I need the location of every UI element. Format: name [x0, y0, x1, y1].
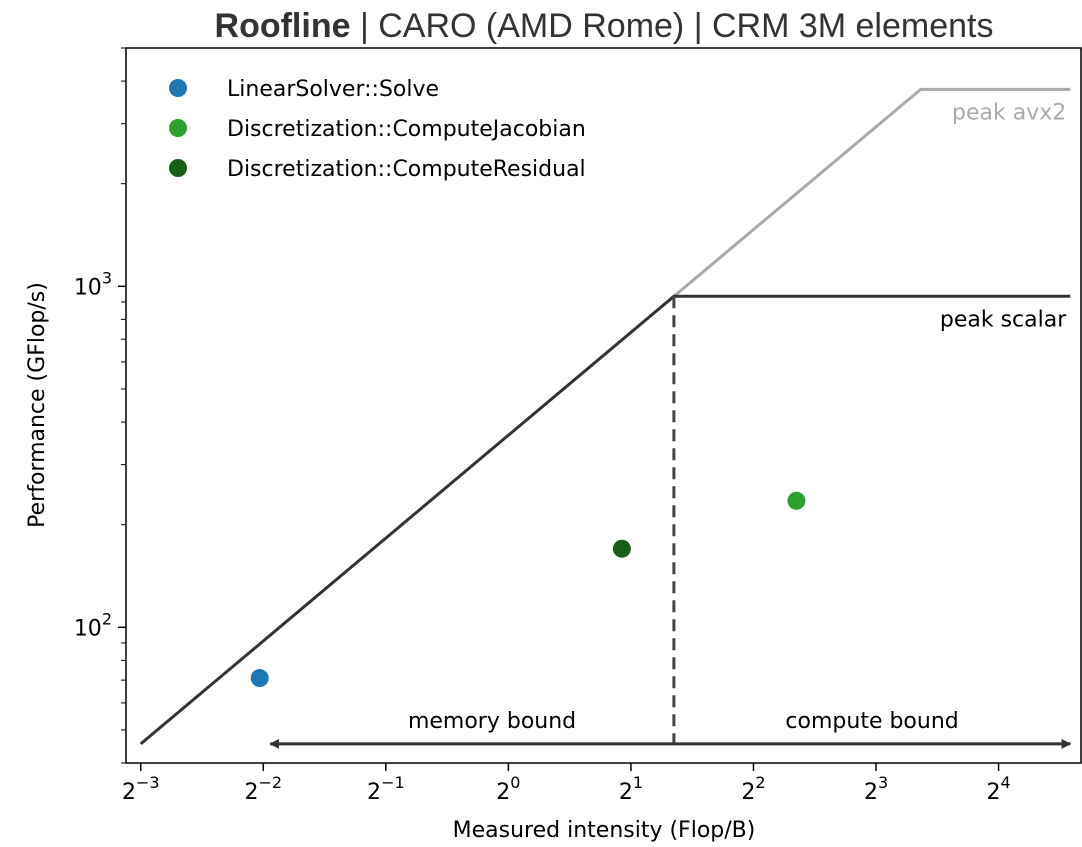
x-tick-label: 2−1: [367, 773, 405, 805]
legend-label-1: Discretization::ComputeJacobian: [227, 117, 586, 142]
x-tick-label: 23: [864, 773, 888, 805]
region-annotations: memory bound compute bound: [269, 296, 1072, 749]
legend-marker-2: [169, 159, 187, 177]
roof-line-peak-avx2: [672, 87, 1071, 298]
roof-line-peak-scalar: [139, 294, 1071, 746]
legend-marker-1: [169, 119, 187, 137]
x-tick-label: 2−3: [122, 773, 160, 805]
x-axis-label: Measured intensity (Flop/B): [453, 818, 756, 843]
chart-title-bold: Roofline: [215, 7, 351, 45]
x-tick-label: 21: [619, 773, 643, 805]
y-axis-label: Performance (GFlop/s): [25, 282, 50, 528]
roof-label-peak-scalar: peak scalar: [940, 307, 1067, 332]
y-axis: 102 103: [74, 47, 126, 764]
x-tick-label: 22: [741, 773, 765, 805]
data-point-1: [787, 491, 806, 510]
legend-label-2: Discretization::ComputeResidual: [227, 157, 586, 182]
data-point-0: [250, 669, 269, 688]
data-point-2: [612, 539, 631, 558]
data-points: [250, 491, 806, 688]
plot-frame: [125, 47, 1082, 764]
x-tick-label: 24: [987, 773, 1011, 805]
chart-title-rest: | CARO (AMD Rome) | CRM 3M elements: [351, 7, 994, 45]
y-tick-label: 103: [74, 268, 112, 300]
roof-label-peak-avx2: peak avx2: [952, 100, 1066, 125]
legend: LinearSolver::SolveDiscretization::Compu…: [169, 77, 586, 182]
chart-title: Roofline | CARO (AMD Rome) | CRM 3M elem…: [215, 7, 994, 45]
legend-label-0: LinearSolver::Solve: [227, 77, 439, 102]
compute-bound-label: compute bound: [785, 709, 958, 734]
legend-marker-0: [169, 79, 187, 97]
x-tick-label: 20: [496, 773, 520, 805]
x-axis: 2−3 2−2 2−1 20 21 22 23 24: [122, 763, 1011, 805]
y-tick-label: 102: [74, 609, 112, 641]
roof-lines: peak avx2 peak scalar: [139, 87, 1071, 746]
x-tick-label: 2−2: [244, 773, 282, 805]
memory-bound-label: memory bound: [408, 709, 576, 734]
plot-area: peak avx2 peak scalar memory bound comput…: [125, 47, 1082, 764]
